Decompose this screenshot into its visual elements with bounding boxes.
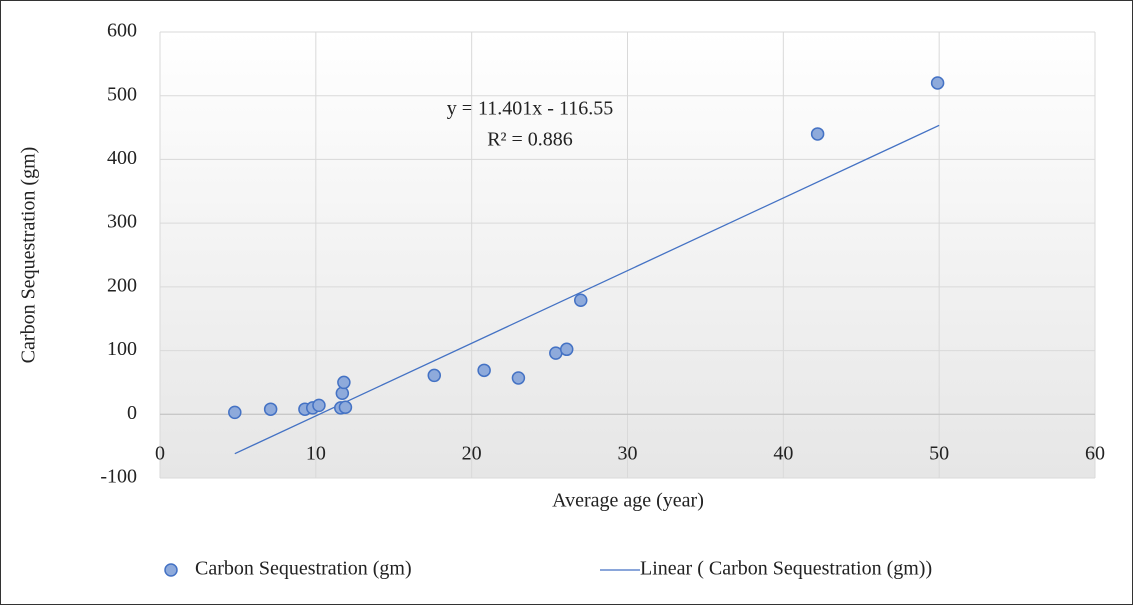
- point: [263, 402, 278, 416]
- x-tick-label: 40: [773, 443, 793, 465]
- x-tick-label: 20: [462, 443, 482, 465]
- point: [930, 76, 945, 90]
- y-tick-label: 600: [107, 20, 137, 42]
- y-axis-title: Carbon Sequestration (gm): [18, 147, 40, 364]
- y-tick-label: 200: [107, 274, 137, 296]
- y-tick-label: -100: [100, 466, 137, 488]
- legend-label: Carbon Sequestration (gm): [195, 558, 412, 580]
- trend-equation: y = 11.401x - 116.55: [447, 98, 613, 120]
- y-tick-label: 100: [107, 338, 137, 360]
- point: [810, 127, 825, 141]
- x-tick-label: 30: [618, 443, 638, 465]
- trend-r2: R² = 0.886: [487, 129, 573, 151]
- point: [511, 371, 526, 385]
- point: [559, 342, 574, 357]
- point: [574, 293, 588, 307]
- y-tick-label: 0: [127, 402, 137, 424]
- legend-marker: [164, 563, 178, 577]
- x-tick-label: 50: [929, 443, 949, 465]
- point: [337, 375, 351, 390]
- x-tick-label: 10: [306, 443, 326, 465]
- point: [427, 368, 442, 383]
- legend-label: Linear ( Carbon Sequestration (gm)): [640, 558, 932, 580]
- trendline: [234, 124, 940, 455]
- y-tick-label: 400: [107, 147, 137, 169]
- x-tick-label: 0: [155, 443, 165, 465]
- x-axis-title: Average age (year): [552, 490, 704, 512]
- point: [335, 386, 350, 401]
- point: [477, 363, 491, 378]
- x-tick-label: 60: [1085, 443, 1105, 465]
- y-tick-label: 300: [107, 211, 137, 233]
- point: [338, 400, 353, 415]
- y-tick-label: 500: [107, 83, 137, 105]
- point: [228, 405, 242, 420]
- point: [312, 398, 326, 413]
